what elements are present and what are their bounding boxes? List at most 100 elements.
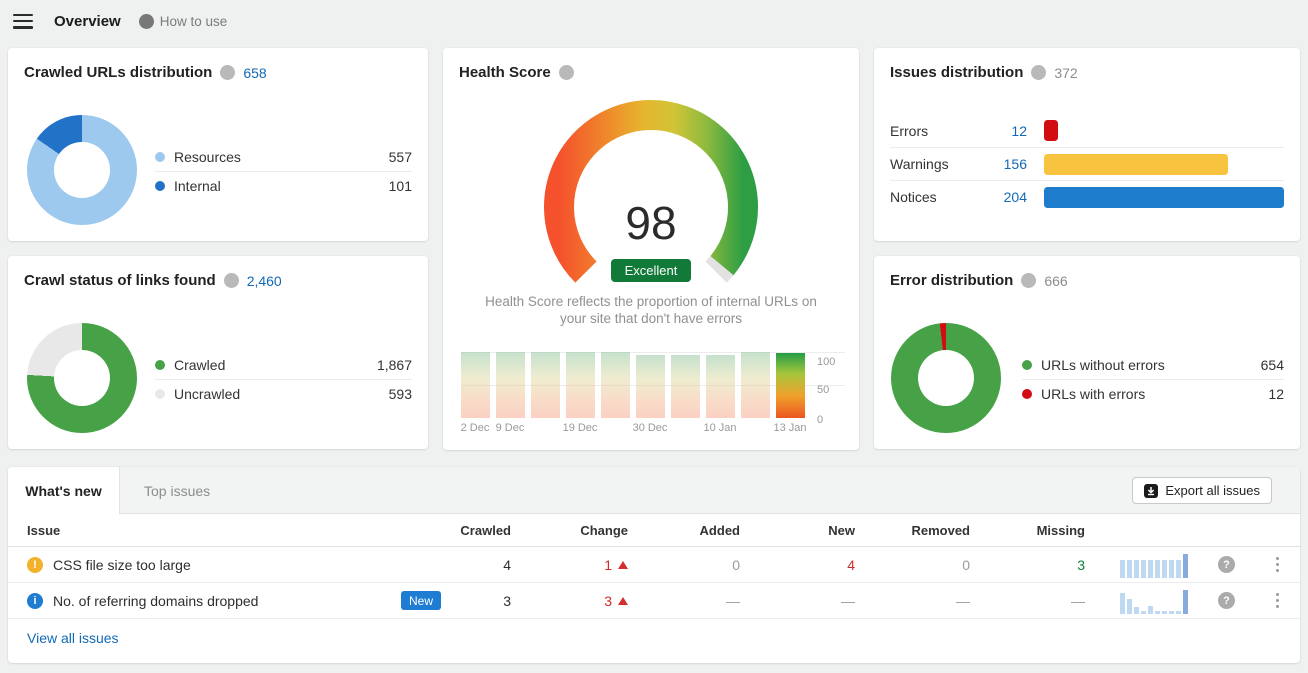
health-score-card: Health Score 98 Excellent Health Score r… bbox=[443, 48, 859, 450]
new-badge: New bbox=[400, 591, 441, 610]
table-row: No. of referring domains dropped New 3 3… bbox=[8, 583, 1300, 619]
crawled-urls-card: Crawled URLs distribution 658 Resources … bbox=[8, 48, 428, 241]
without-errors-dot-icon bbox=[1022, 359, 1032, 370]
health-score-value: 98 bbox=[625, 197, 677, 249]
missing-value: 3 bbox=[1077, 556, 1085, 573]
history-sparkline bbox=[1085, 588, 1198, 614]
export-icon bbox=[1144, 483, 1159, 498]
crawled-urls-total-link[interactable]: 658 bbox=[243, 64, 267, 81]
help-icon[interactable] bbox=[1021, 273, 1037, 288]
change-value: 3 bbox=[604, 592, 612, 609]
help-icon[interactable] bbox=[223, 273, 239, 288]
legend-label: Uncrawled bbox=[174, 386, 241, 402]
export-all-issues-button[interactable]: Export all issues bbox=[1132, 477, 1272, 504]
kebab-menu-icon[interactable] bbox=[1273, 590, 1283, 612]
legend-value: 557 bbox=[388, 148, 412, 165]
issues-table-card: What's new Top issues Export all issues … bbox=[8, 467, 1300, 663]
crawl-status-card: Crawl status of links found 2,460 Crawle… bbox=[8, 256, 428, 449]
legend-label: URLs with errors bbox=[1041, 386, 1146, 402]
help-icon[interactable] bbox=[558, 65, 574, 80]
trend-bars bbox=[461, 352, 805, 418]
menu-icon[interactable] bbox=[13, 13, 33, 29]
legend-label: Resources bbox=[174, 148, 241, 165]
col-header-new: New bbox=[828, 522, 855, 538]
notices-count-link[interactable]: 204 bbox=[1003, 189, 1027, 205]
help-icon[interactable] bbox=[1031, 65, 1047, 80]
error-distribution-card: Error distribution 666 URLs without erro… bbox=[874, 256, 1300, 449]
resources-dot-icon bbox=[155, 151, 165, 162]
crawl-status-total-link[interactable]: 2,460 bbox=[246, 272, 282, 289]
uncrawled-dot-icon bbox=[155, 389, 165, 399]
crawled-value: 3 bbox=[503, 592, 511, 609]
error-distribution-total: 666 bbox=[1044, 272, 1068, 289]
change-up-icon bbox=[618, 596, 628, 605]
top-bar: Overview How to use bbox=[0, 0, 1308, 42]
row-label: Warnings bbox=[890, 156, 949, 172]
row-label: Notices bbox=[890, 189, 937, 205]
issue-name[interactable]: No. of referring domains dropped bbox=[53, 592, 259, 609]
how-to-use-link[interactable]: How to use bbox=[138, 13, 228, 29]
issue-name[interactable]: CSS file size too large bbox=[53, 556, 191, 573]
kebab-menu-icon[interactable] bbox=[1273, 554, 1283, 576]
legend-label: Crawled bbox=[174, 356, 226, 373]
crawl-status-donut-chart bbox=[27, 323, 137, 433]
added-value: 0 bbox=[732, 556, 740, 573]
health-score-trend-chart: 2 Dec 9 Dec 19 Dec 30 Dec 10 Jan 13 Jan 100 5… bbox=[461, 352, 845, 434]
warnings-bar bbox=[1044, 153, 1228, 175]
row-label: Errors bbox=[890, 122, 929, 139]
page-title: Overview bbox=[54, 12, 121, 30]
col-header-issue: Issue bbox=[27, 522, 61, 538]
health-score-gauge bbox=[544, 100, 758, 283]
error-distribution-donut-chart bbox=[891, 323, 1001, 433]
health-score-description: Health Score reflects the proportion of … bbox=[485, 294, 817, 326]
legend-value: 1,867 bbox=[376, 356, 412, 373]
legend-row-uncrawled: Uncrawled 593 bbox=[155, 379, 412, 408]
new-value: — bbox=[841, 592, 855, 609]
warning-icon bbox=[27, 556, 43, 573]
legend-value: 12 bbox=[1268, 386, 1284, 402]
y-tick: 50 bbox=[817, 384, 830, 396]
legend-value: 101 bbox=[388, 178, 412, 194]
notices-bar bbox=[1044, 186, 1284, 208]
issue-help-icon[interactable] bbox=[1218, 556, 1235, 573]
view-all-issues-link[interactable]: View all issues bbox=[27, 630, 119, 646]
errors-count-link[interactable]: 12 bbox=[1011, 122, 1027, 139]
how-to-use-label: How to use bbox=[159, 13, 228, 29]
new-value: 4 bbox=[847, 556, 855, 573]
legend-row-urls-without-errors: URLs without errors 654 bbox=[1022, 350, 1284, 379]
legend-value: 593 bbox=[388, 386, 412, 402]
legend-row-crawled: Crawled 1,867 bbox=[155, 350, 412, 379]
missing-value: — bbox=[1071, 592, 1085, 609]
tabs-strip: What's new Top issues Export all issues bbox=[8, 467, 1300, 514]
legend-row-urls-with-errors: URLs with errors 12 bbox=[1022, 379, 1284, 408]
legend-label: URLs without errors bbox=[1041, 356, 1165, 373]
crawled-urls-donut-chart bbox=[27, 115, 137, 225]
with-errors-dot-icon bbox=[1022, 389, 1032, 399]
tab-whats-new[interactable]: What's new bbox=[8, 467, 120, 514]
col-header-change: Change bbox=[580, 522, 628, 538]
help-icon[interactable] bbox=[220, 65, 236, 80]
change-value: 1 bbox=[604, 556, 612, 573]
col-header-missing: Missing bbox=[1036, 522, 1085, 538]
export-label: Export all issues bbox=[1165, 483, 1260, 498]
badge-label: Excellent bbox=[610, 259, 692, 282]
legend-label: Internal bbox=[174, 178, 221, 194]
card-title: Crawled URLs distribution bbox=[24, 64, 213, 81]
added-value: — bbox=[726, 592, 740, 609]
issues-total: 372 bbox=[1054, 64, 1078, 81]
info-icon bbox=[27, 592, 43, 609]
notices-row: Notices 204 bbox=[890, 180, 1284, 213]
errors-bar bbox=[1044, 120, 1059, 141]
warnings-row: Warnings 156 bbox=[890, 147, 1284, 180]
col-header-added: Added bbox=[699, 522, 740, 538]
issue-help-icon[interactable] bbox=[1218, 592, 1235, 609]
legend-row-internal: Internal 101 bbox=[155, 171, 412, 200]
trend-x-labels: 2 Dec 9 Dec 19 Dec 30 Dec 10 Jan 13 Jan bbox=[460, 422, 807, 434]
removed-value: 0 bbox=[962, 556, 970, 573]
warnings-count-link[interactable]: 156 bbox=[1003, 156, 1027, 172]
table-row: CSS file size too large 4 1 0 4 0 3 bbox=[8, 547, 1300, 583]
tab-top-issues[interactable]: Top issues bbox=[144, 482, 211, 499]
issues-distribution-card: Issues distribution 372 Errors 12 Warnin… bbox=[874, 48, 1300, 241]
removed-value: — bbox=[956, 592, 970, 609]
table-header-row: Issue Crawled Change Added New Removed M… bbox=[8, 514, 1300, 547]
